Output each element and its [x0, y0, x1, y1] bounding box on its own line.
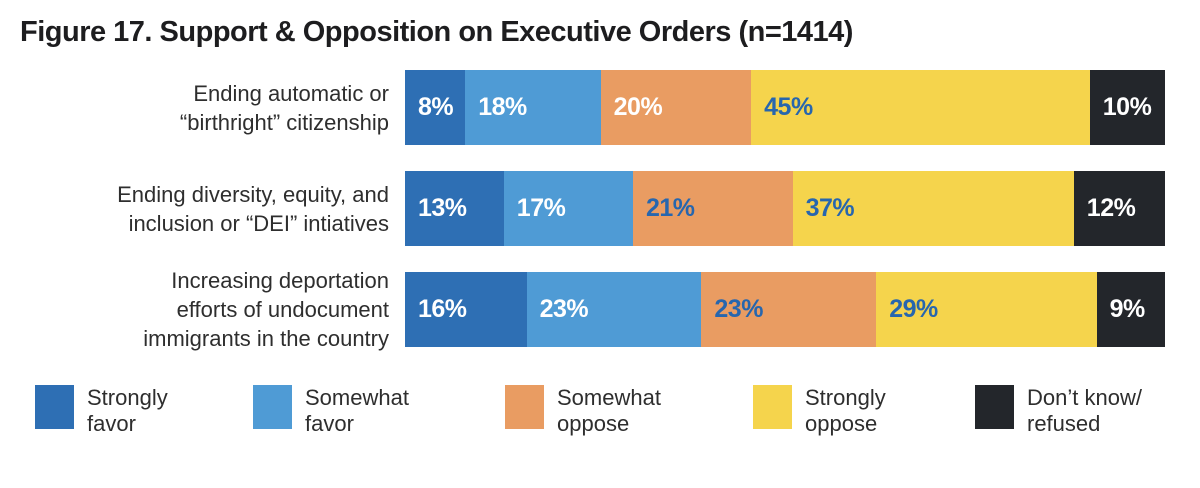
legend-label: Somewhat favor: [305, 385, 409, 437]
bar-segment: 23%: [701, 272, 877, 347]
stacked-bar-chart: Ending automatic or “birthright” citizens…: [0, 70, 1200, 351]
bar-segment: 18%: [465, 70, 601, 145]
legend-label-line: Strongly: [805, 385, 886, 410]
category-label-line: Ending diversity, equity, and: [117, 181, 389, 207]
bar-segment: 45%: [751, 70, 1090, 145]
legend-label-line: Somewhat: [557, 385, 661, 410]
category-label-line: “birthright” citizenship: [179, 109, 389, 135]
segment-value-label: 17%: [516, 194, 566, 222]
legend-item: Strongly favor: [35, 385, 253, 437]
segment-value-label: 29%: [889, 295, 938, 323]
segment-value-label: 9%: [1109, 295, 1146, 323]
legend-label: Don’t know/refused: [1027, 385, 1142, 437]
legend-label-line: refused: [1027, 411, 1101, 436]
chart-row: Ending automatic or “birthright” citizens…: [0, 70, 1200, 145]
bar-segment: 13%: [405, 171, 504, 246]
legend-label-line: Strongly: [87, 385, 168, 410]
bar-segment: 20%: [600, 70, 752, 145]
legend-swatch: [253, 385, 292, 429]
segment-value-label: 12%: [1086, 194, 1136, 222]
legend-label-line: favor: [87, 411, 136, 436]
bar-segment: 29%: [876, 272, 1097, 347]
legend-swatch: [505, 385, 544, 429]
category-label-line: inclusion or “DEI” intiatives: [128, 210, 389, 236]
bar-segment: 23%: [526, 272, 702, 347]
legend-swatch: [35, 385, 74, 429]
bar-segment: 21%: [633, 171, 793, 246]
stacked-bar: 16% 23% 23% 29% 9%: [405, 272, 1165, 347]
bar-segment: 10%: [1089, 70, 1166, 145]
category-label-line: immigrants in the country: [143, 326, 389, 351]
legend-label: Somewhat oppose: [557, 385, 661, 437]
bar-segment: 9%: [1096, 272, 1165, 347]
legend-item: Strongly oppose: [753, 385, 975, 437]
bar-segment: 12%: [1073, 171, 1165, 246]
segment-value-label: 10%: [1102, 93, 1152, 121]
legend-swatch: [753, 385, 792, 429]
bar-segment: 17%: [503, 171, 633, 246]
category-label: Ending diversity, equity, and inclusion o…: [0, 180, 405, 238]
segment-value-label: 16%: [418, 295, 467, 323]
category-label-line: efforts of undocument: [176, 297, 389, 322]
category-label-line: Increasing deportation: [171, 268, 389, 293]
legend-item: Don’t know/refused: [975, 385, 1142, 437]
category-label: Increasing deportation efforts of undocum…: [0, 266, 405, 353]
stacked-bar: 13% 17% 21% 37% 12%: [405, 171, 1165, 246]
legend-swatch: [975, 385, 1014, 429]
bar-segment: 8%: [405, 70, 466, 145]
legend-label-line: favor: [305, 411, 354, 436]
segment-value-label: 8%: [418, 93, 454, 121]
legend-label: Strongly favor: [87, 385, 168, 437]
category-label-line: Ending automatic or: [193, 80, 389, 106]
legend-label-line: oppose: [805, 411, 878, 436]
chart-row: Ending diversity, equity, and inclusion o…: [0, 171, 1200, 246]
chart-rows: Ending automatic or “birthright” citizens…: [0, 70, 1200, 351]
stacked-bar: 8% 18% 20% 45% 10%: [405, 70, 1166, 145]
legend-item: Somewhat oppose: [505, 385, 753, 437]
segment-value-label: 45%: [764, 93, 813, 121]
segment-value-label: 20%: [613, 93, 663, 121]
bar-segment: 37%: [792, 171, 1074, 246]
segment-value-label: 37%: [805, 194, 855, 222]
bar-segment: 16%: [405, 272, 527, 347]
legend-label-line: Don’t know/: [1027, 385, 1142, 410]
segment-value-label: 23%: [714, 295, 763, 323]
segment-value-label: 13%: [418, 194, 467, 222]
segment-value-label: 18%: [478, 93, 527, 121]
chart-row: Increasing deportation efforts of undocum…: [0, 268, 1200, 351]
segment-value-label: 23%: [539, 295, 589, 323]
category-label: Ending automatic or “birthright” citizens…: [0, 79, 405, 137]
figure-title: Figure 17. Support & Opposition on Execu…: [20, 16, 853, 48]
legend-item: Somewhat favor: [253, 385, 505, 437]
legend-label-line: Somewhat: [305, 385, 409, 410]
legend: Strongly favor Somewhat favor Somewhat oppose…: [0, 385, 1200, 437]
legend-label: Strongly oppose: [805, 385, 886, 437]
legend-label-line: oppose: [557, 411, 630, 436]
segment-value-label: 21%: [646, 194, 695, 222]
